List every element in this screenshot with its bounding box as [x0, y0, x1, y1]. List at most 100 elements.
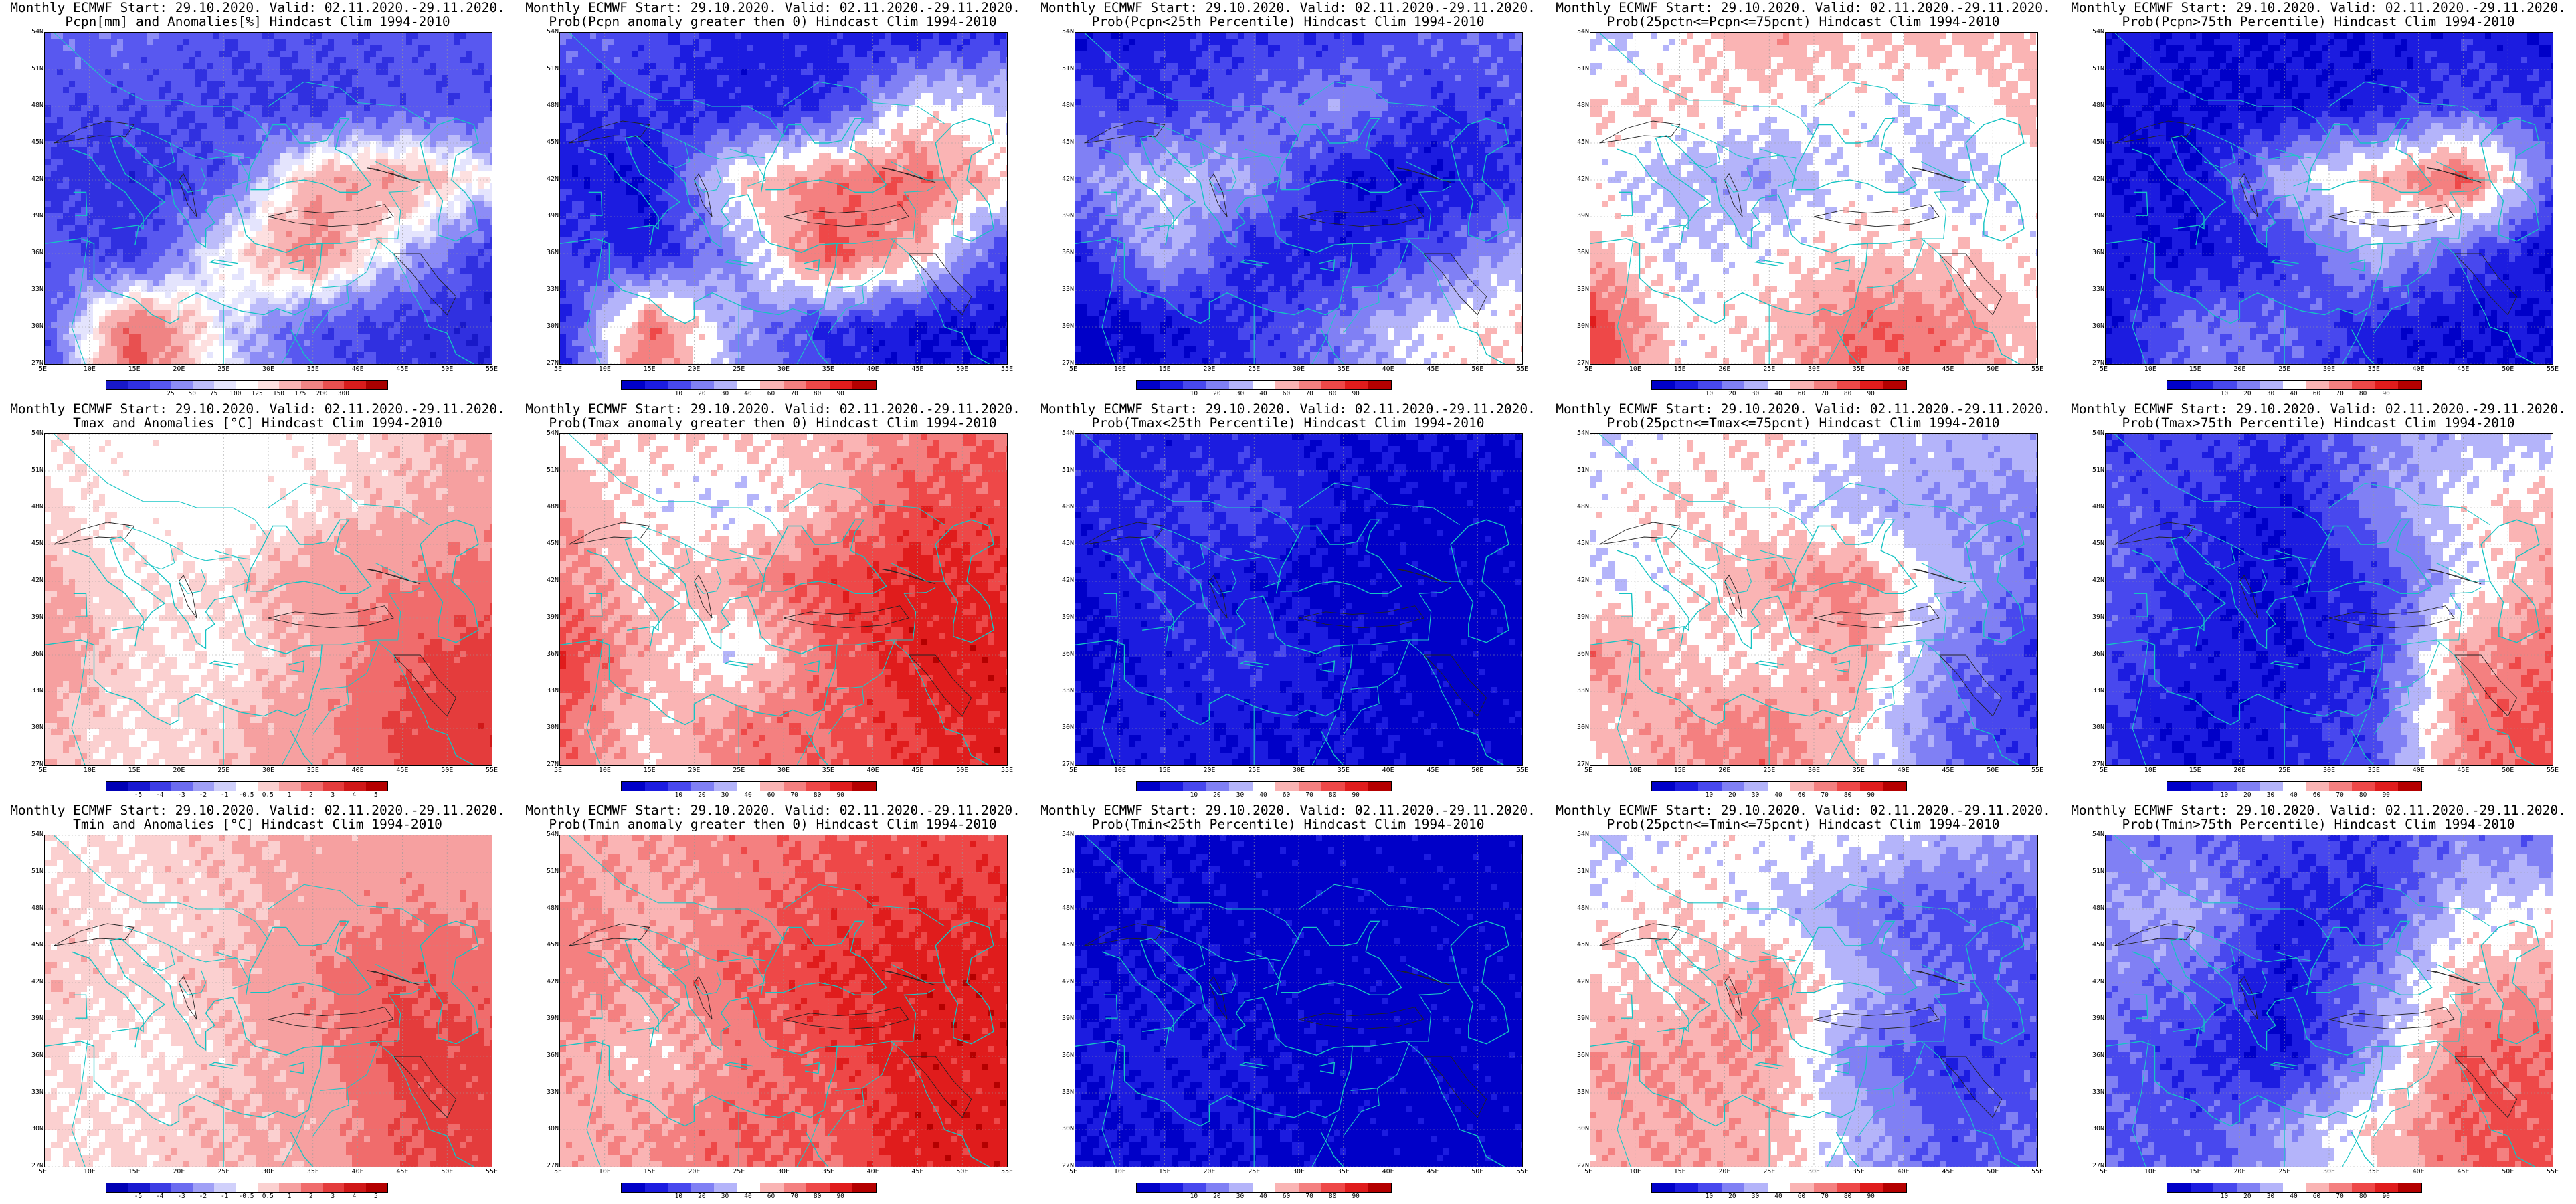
heatmap-cell [490, 334, 492, 340]
heatmap-cell [759, 33, 765, 39]
heatmap-cell [490, 249, 492, 256]
heatmap-cell [262, 165, 268, 172]
heatmap-cell [111, 352, 118, 359]
heatmap-cell [364, 189, 371, 196]
heatmap-cell [292, 316, 298, 322]
heatmap-cell [280, 268, 286, 274]
heatmap-cell [219, 75, 226, 82]
heatmap-cell [117, 33, 124, 39]
heatmap-cell [478, 135, 485, 142]
forecast-panel: Monthly ECMWF Start: 29.10.2020. Valid: … [0, 0, 515, 401]
heatmap-cell [560, 63, 567, 70]
heatmap-cell [813, 39, 820, 45]
heatmap-cell [63, 147, 70, 154]
heatmap-cell [909, 75, 916, 82]
heatmap-cell [63, 171, 70, 178]
heatmap-cell [201, 33, 208, 39]
heatmap-cell [466, 75, 473, 82]
heatmap-cell [376, 340, 383, 346]
heatmap-cell [177, 51, 184, 58]
heatmap-cell [837, 69, 844, 76]
heatmap-cell [69, 340, 76, 346]
heatmap-cell [111, 219, 118, 226]
heatmap-cell [334, 298, 341, 304]
heatmap-cell [99, 231, 106, 238]
heatmap-cell [674, 81, 681, 88]
heatmap-cell [117, 352, 124, 359]
heatmap-cell [135, 243, 142, 250]
heatmap-cell [99, 93, 106, 100]
heatmap-cell [430, 256, 437, 262]
heatmap-cell [430, 195, 437, 202]
heatmap-cell [123, 39, 130, 45]
heatmap-cell [316, 45, 323, 52]
heatmap-cell [105, 147, 112, 154]
heatmap-cell [63, 207, 70, 214]
heatmap-cell [328, 87, 335, 94]
heatmap-cell [873, 63, 880, 70]
heatmap-cell [460, 75, 467, 82]
heatmap-cell [57, 237, 64, 244]
heatmap-cell [195, 141, 202, 148]
heatmap-cell [608, 57, 615, 64]
heatmap-cell [207, 334, 214, 340]
heatmap-cell [490, 51, 492, 58]
heatmap-cell [51, 93, 58, 100]
heatmap-cell [244, 346, 250, 353]
heatmap-cell [668, 33, 675, 39]
heatmap-cell [717, 57, 723, 64]
heatmap-cell [256, 93, 262, 100]
heatmap-cell [909, 87, 916, 94]
heatmap-cell [244, 63, 250, 70]
heatmap-cell [903, 57, 910, 64]
heatmap-cell [1006, 75, 1007, 82]
heatmap-cell [316, 225, 323, 232]
heatmap-cell [87, 310, 94, 316]
heatmap-cell [219, 123, 226, 130]
heatmap-cell [442, 75, 449, 82]
heatmap-cell [560, 69, 567, 76]
heatmap-cell [69, 352, 76, 359]
heatmap-cell [424, 262, 431, 268]
heatmap-cell [105, 304, 112, 310]
heatmap-cell [171, 219, 178, 226]
heatmap-cell [159, 268, 166, 274]
heatmap-cell [693, 57, 699, 64]
heatmap-cell [765, 75, 771, 82]
heatmap-cell [232, 63, 238, 70]
heatmap-cell [364, 328, 371, 334]
heatmap-cell [674, 75, 681, 82]
heatmap-cell [207, 81, 214, 88]
heatmap-cell [304, 135, 310, 142]
heatmap-cell [45, 219, 52, 226]
heatmap-cell [51, 195, 58, 202]
heatmap-cell [45, 105, 52, 112]
heatmap-cell [51, 225, 58, 232]
heatmap-cell [322, 75, 329, 82]
heatmap-cell [153, 63, 160, 70]
heatmap-cell [93, 231, 100, 238]
heatmap-cell [274, 63, 280, 70]
heatmap-cell [129, 310, 136, 316]
heatmap-cell [195, 304, 202, 310]
heatmap-cell [69, 274, 76, 280]
heatmap-cell [400, 165, 407, 172]
heatmap-cell [159, 274, 166, 280]
heatmap-cell [680, 57, 687, 64]
heatmap-cell [45, 147, 52, 154]
heatmap-cell [298, 201, 304, 208]
heatmap-cell [195, 256, 202, 262]
heatmap-cell [286, 153, 292, 160]
heatmap-cell [412, 225, 419, 232]
heatmap-cell [382, 328, 389, 334]
heatmap-cell [51, 123, 58, 130]
heatmap-cell [207, 123, 214, 130]
heatmap-cell [454, 87, 461, 94]
heatmap-cell [81, 298, 88, 304]
heatmap-cell [723, 87, 729, 94]
heatmap-cell [147, 69, 154, 76]
heatmap-cell [346, 310, 353, 316]
heatmap-cell [250, 219, 256, 226]
heatmap-cell [111, 346, 118, 353]
heatmap-cell [352, 340, 359, 346]
